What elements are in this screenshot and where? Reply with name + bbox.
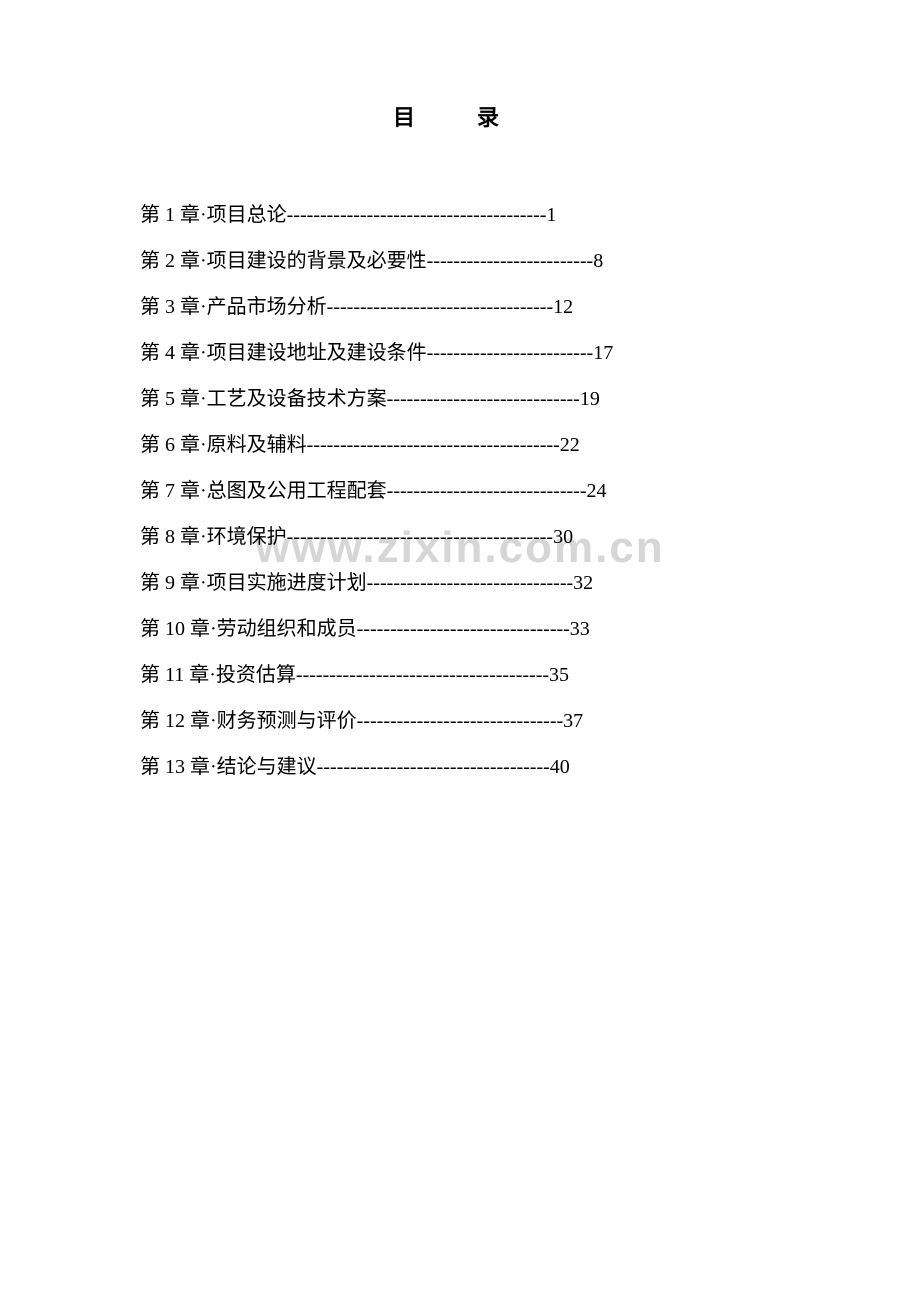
toc-item: 第 9 章·项目实施进度计划--------------------------… (140, 560, 780, 606)
toc-label: 第 11 章·投资估算 (140, 664, 296, 686)
toc-label: 第 1 章·项目总论 (140, 204, 287, 226)
toc-label: 第 12 章·财务预测与评价 (140, 710, 357, 732)
toc-page: 32 (573, 572, 593, 594)
toc-page: 35 (549, 664, 569, 686)
toc-item: 第 11 章·投资估算-----------------------------… (140, 652, 780, 698)
toc-page: 19 (580, 388, 600, 410)
toc-page: 8 (593, 250, 603, 272)
toc-label: 第 4 章·项目建设地址及建设条件 (140, 342, 427, 364)
toc-item: 第 12 章·财务预测与评价--------------------------… (140, 698, 780, 744)
toc-dashes: ---------------------------------- (327, 296, 553, 318)
toc-label: 第 7 章·总图及公用工程配套 (140, 480, 387, 502)
toc-page: 30 (553, 526, 573, 548)
toc-label: 第 6 章·原料及辅料 (140, 434, 307, 456)
toc-label: 第 10 章·劳动组织和成员 (140, 618, 357, 640)
toc-label: 第 13 章·结论与建议 (140, 756, 317, 778)
toc-dashes: -------------------------------- (357, 618, 570, 640)
toc-item: 第 10 章·劳动组织和成员--------------------------… (140, 606, 780, 652)
toc-label: 第 9 章·项目实施进度计划 (140, 572, 367, 594)
toc-item: 第 6 章·原料及辅料-----------------------------… (140, 422, 780, 468)
toc-label: 第 2 章·项目建设的背景及必要性 (140, 250, 427, 272)
toc-dashes: ----------------------------------- (317, 756, 550, 778)
toc-item: 第 13 章·结论与建议----------------------------… (140, 744, 780, 790)
toc-page: 1 (546, 204, 556, 226)
toc-dashes: ------------------------------- (357, 710, 563, 732)
toc-list: 第 1 章·项目总论------------------------------… (140, 192, 780, 790)
toc-page: 40 (550, 756, 570, 778)
toc-label: 第 8 章·环境保护 (140, 526, 287, 548)
toc-dashes: ----------------------------- (387, 388, 580, 410)
toc-dashes: --------------------------------------- (287, 204, 547, 226)
toc-page: 22 (560, 434, 580, 456)
toc-item: 第 8 章·环境保护------------------------------… (140, 514, 780, 560)
toc-dashes: -------------------------------------- (296, 664, 549, 686)
toc-dashes: ------------------------------ (387, 480, 587, 502)
toc-page: 17 (593, 342, 613, 364)
toc-dashes: ---------------------------------------- (287, 526, 553, 548)
toc-item: 第 3 章·产品市场分析----------------------------… (140, 284, 780, 330)
toc-page: 33 (570, 618, 590, 640)
toc-page: 12 (553, 296, 573, 318)
toc-dashes: -------------------------------------- (307, 434, 560, 456)
toc-dashes: ------------------------- (427, 342, 594, 364)
page-container: 目 录 第 1 章·项目总论--------------------------… (0, 0, 920, 790)
toc-item: 第 5 章·工艺及设备技术方案-------------------------… (140, 376, 780, 422)
toc-dashes: ------------------------- (427, 250, 594, 272)
toc-item: 第 4 章·项目建设地址及建设条件-----------------------… (140, 330, 780, 376)
toc-page: 24 (586, 480, 606, 502)
toc-label: 第 3 章·产品市场分析 (140, 296, 327, 318)
toc-page: 37 (563, 710, 583, 732)
toc-item: 第 1 章·项目总论------------------------------… (140, 192, 780, 238)
toc-title: 目 录 (140, 100, 780, 132)
toc-label: 第 5 章·工艺及设备技术方案 (140, 388, 387, 410)
toc-dashes: ------------------------------- (367, 572, 573, 594)
toc-item: 第 2 章·项目建设的背景及必要性-----------------------… (140, 238, 780, 284)
toc-item: 第 7 章·总图及公用工程配套-------------------------… (140, 468, 780, 514)
